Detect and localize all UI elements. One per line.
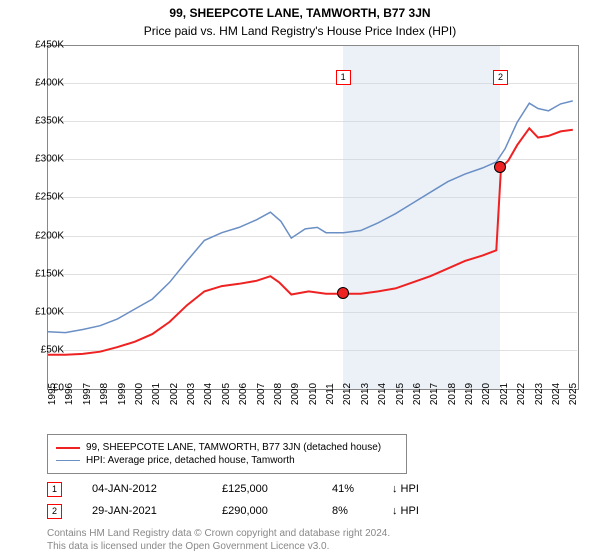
x-tick-label: 2007 [256,383,267,405]
sales-table: 1 04-JAN-2012£125,00041%↓ HPI 2 29-JAN-2021… [47,478,419,522]
x-tick-label: 2011 [325,383,336,405]
footnote-line-2: This data is licensed under the Open Gov… [47,541,390,554]
series-hpi [48,101,573,333]
x-tick-label: 2004 [203,383,214,405]
sale-arrow-icon: ↓ HPI [392,505,419,517]
y-tick-label: £150K [35,268,64,279]
x-tick-label: 2022 [516,383,527,405]
x-tick-label: 2002 [169,383,180,405]
x-tick-label: 2024 [551,383,562,405]
x-tick-label: 2021 [499,383,510,405]
chart-title: 99, SHEEPCOTE LANE, TAMWORTH, B77 3JN [0,0,600,20]
sale-date: 29-JAN-2021 [92,505,222,517]
legend-item: 99, SHEEPCOTE LANE, TAMWORTH, B77 3JN (d… [56,441,398,454]
x-tick-label: 2020 [481,383,492,405]
x-tick-label: 2006 [238,383,249,405]
x-tick-label: 1995 [47,383,58,405]
sale-row-num: 1 [47,482,62,497]
y-tick-label: £300K [35,154,64,165]
sale-date: 04-JAN-2012 [92,483,222,495]
x-tick-label: 2019 [464,383,475,405]
x-tick-label: 2012 [342,383,353,405]
x-tick-label: 2015 [395,383,406,405]
y-tick-label: £100K [35,306,64,317]
sale-dot-2 [494,161,506,173]
legend-swatch [56,460,80,461]
sale-arrow-icon: ↓ HPI [392,483,419,495]
x-tick-label: 2018 [447,383,458,405]
x-tick-label: 2003 [186,383,197,405]
x-tick-label: 2009 [290,383,301,405]
sale-row: 1 04-JAN-2012£125,00041%↓ HPI [47,478,419,500]
x-tick-label: 2001 [151,383,162,405]
x-tick-label: 2005 [221,383,232,405]
sale-dot-1 [337,287,349,299]
x-tick-label: 2014 [377,383,388,405]
y-tick-label: £400K [35,78,64,89]
sale-marker-1: 1 [336,70,351,85]
chart-subtitle: Price paid vs. HM Land Registry's House … [0,20,600,38]
x-tick-label: 2017 [429,383,440,405]
legend: 99, SHEEPCOTE LANE, TAMWORTH, B77 3JN (d… [47,434,407,474]
chart-container: 99, SHEEPCOTE LANE, TAMWORTH, B77 3JN Pr… [0,0,600,560]
sale-row-num: 2 [47,504,62,519]
x-tick-label: 2025 [568,383,579,405]
x-tick-label: 2008 [273,383,284,405]
x-tick-label: 1996 [64,383,75,405]
legend-label: 99, SHEEPCOTE LANE, TAMWORTH, B77 3JN (d… [86,442,381,453]
legend-swatch [56,447,80,449]
x-tick-label: 2013 [360,383,371,405]
sale-row: 2 29-JAN-2021£290,0008%↓ HPI [47,500,419,522]
y-tick-label: £350K [35,116,64,127]
footnote: Contains HM Land Registry data © Crown c… [47,528,390,553]
sale-marker-2: 2 [493,70,508,85]
y-tick-label: £450K [35,40,64,51]
y-tick-label: £50K [41,344,64,355]
line-chart-svg [48,46,578,389]
legend-label: HPI: Average price, detached house, Tamw… [86,455,295,466]
x-tick-label: 2023 [534,383,545,405]
sale-pct: 41% [332,483,392,495]
sale-pct: 8% [332,505,392,517]
legend-item: HPI: Average price, detached house, Tamw… [56,454,398,467]
x-tick-label: 1999 [117,383,128,405]
x-tick-label: 1998 [99,383,110,405]
y-tick-label: £200K [35,230,64,241]
plot-area [47,45,579,390]
x-tick-label: 1997 [82,383,93,405]
sale-price: £290,000 [222,505,332,517]
x-tick-label: 2010 [308,383,319,405]
sale-price: £125,000 [222,483,332,495]
x-tick-label: 2016 [412,383,423,405]
footnote-line-1: Contains HM Land Registry data © Crown c… [47,528,390,541]
y-tick-label: £250K [35,192,64,203]
x-tick-label: 2000 [134,383,145,405]
